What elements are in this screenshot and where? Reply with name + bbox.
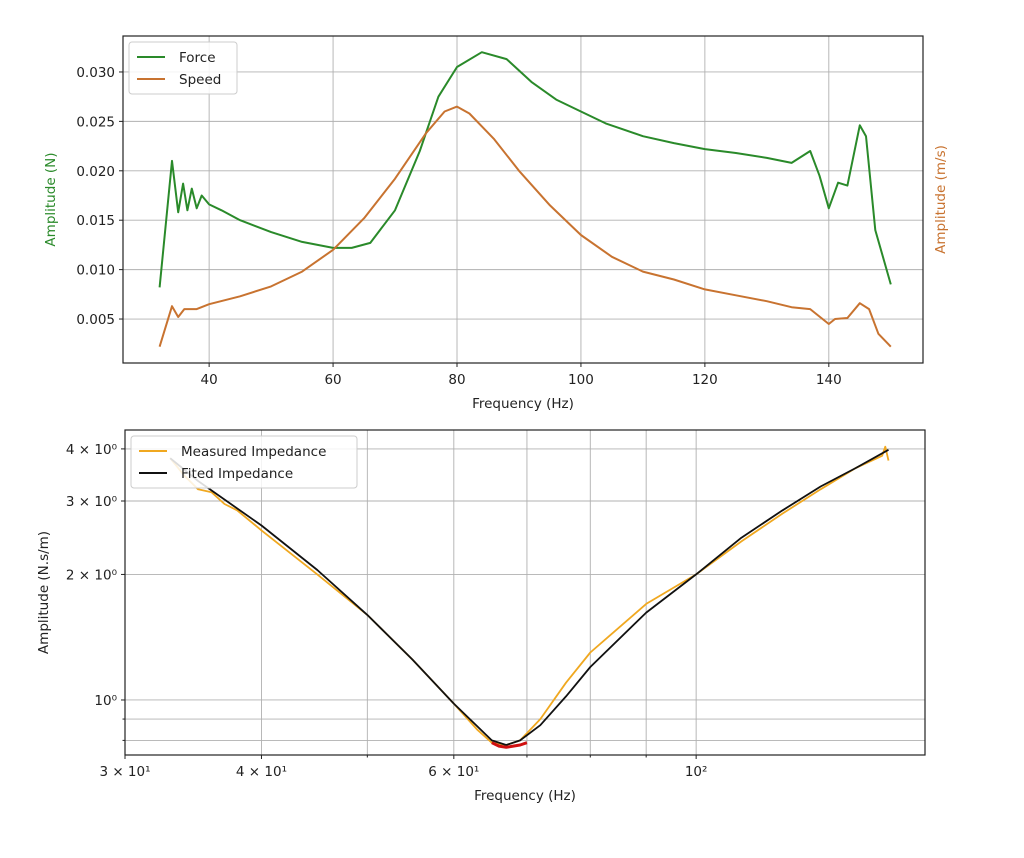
legend: Force Speed: [128, 41, 238, 95]
legend-label: Force: [179, 50, 216, 66]
legend-label: Speed: [179, 72, 221, 88]
x-tick-label: 6 × 10¹: [428, 764, 479, 780]
x-tick-label: 4 × 10¹: [236, 764, 287, 780]
x-axis-label: Frequency (Hz): [472, 396, 574, 412]
y-tick-label: 0.025: [76, 114, 115, 130]
impedance-chart: 3 × 10¹ 4 × 10¹ 6 × 10¹ 10² 10⁰ 2 × 10⁰ 3 × 10…: [36, 429, 926, 804]
legend-box: [128, 41, 238, 95]
plot-frame: [124, 429, 926, 756]
y-tick-label: 4 × 10⁰: [66, 442, 117, 458]
x-tick-label: 100: [568, 372, 594, 388]
series-line-speed: [158, 105, 892, 348]
y-tick-label: 0.005: [76, 312, 115, 328]
x-tick-label: 40: [201, 372, 218, 388]
y-tick-label: 2 × 10⁰: [66, 567, 117, 583]
x-axis-label: Frequency (Hz): [474, 788, 576, 804]
series-line-minimum-region: [491, 741, 528, 749]
y-tick-label: 0.010: [76, 263, 115, 279]
force-speed-chart: 40 60 80 100 120 140 0.005 0.010 0.015 0.020 0.025…: [43, 35, 949, 412]
y-axis-label: Amplitude (N.s/m): [36, 531, 52, 654]
y-tick-label: 0.030: [76, 65, 115, 81]
legend-box: [130, 435, 358, 489]
legend-label: Measured Impedance: [181, 444, 326, 460]
legend: Measured Impedance Fited Impedance: [130, 435, 358, 489]
x-tick-label: 80: [448, 372, 465, 388]
y-tick-label: 3 × 10⁰: [66, 494, 117, 510]
legend-label: Fited Impedance: [181, 466, 293, 482]
x-tick-label: 10²: [685, 764, 708, 780]
x-tick-label: 140: [816, 372, 842, 388]
y-tick-label: 0.015: [76, 213, 115, 229]
series-line-fited-impedance: [169, 449, 889, 746]
y-axis-label: Amplitude (N): [43, 152, 59, 246]
series-line-force: [158, 51, 892, 288]
y-tick-label: 10⁰: [94, 693, 117, 709]
y-axis-label-right: Amplitude (m/s): [933, 145, 949, 254]
y-tick-label: 0.020: [76, 164, 115, 180]
x-tick-label: 60: [324, 372, 341, 388]
plot-frame: [122, 35, 924, 364]
x-tick-label: 120: [692, 372, 718, 388]
x-tick-label: 3 × 10¹: [99, 764, 150, 780]
